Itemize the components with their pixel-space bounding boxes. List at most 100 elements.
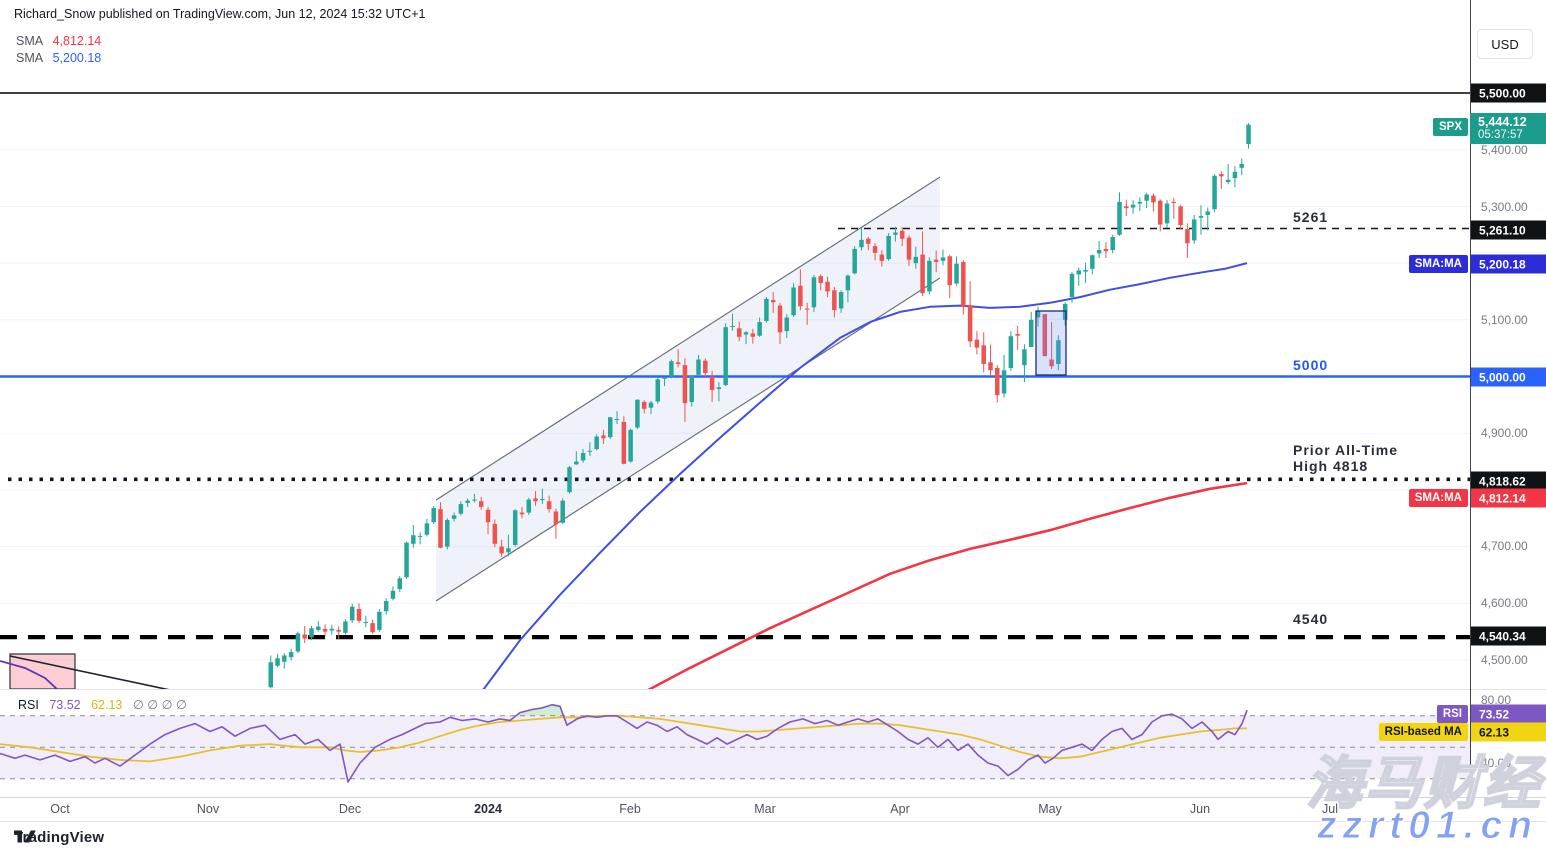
prior-channel-box (9, 653, 76, 689)
candle-body (899, 230, 905, 239)
price-label-badge: 4,540.34 (1471, 626, 1546, 646)
candle-body (1035, 310, 1041, 318)
candle-body (424, 523, 430, 535)
candle-body (967, 305, 973, 342)
sma-50-value: 5,200.18 (52, 51, 102, 65)
candle-body (906, 237, 912, 260)
candle-body (540, 498, 545, 501)
candle-body (1185, 229, 1190, 244)
candle-body (282, 655, 287, 662)
rsi-value: 73.52 (49, 698, 81, 712)
candle-body (988, 362, 993, 371)
candle-body (1056, 340, 1061, 365)
level-annotation: Prior All-Time High 4818 (1293, 442, 1399, 474)
candle-body (445, 519, 450, 547)
time-tick: May (1038, 802, 1062, 816)
candle-body (485, 509, 491, 523)
candle-body (1178, 206, 1183, 226)
candle-body (913, 256, 919, 264)
candle-body (675, 362, 681, 365)
candle-body (1110, 237, 1115, 251)
candle-body (737, 328, 742, 337)
time-tick: Jun (1189, 802, 1211, 816)
candle-body (587, 450, 593, 452)
sma-200-value: 4,812.14 (52, 34, 102, 48)
candle-body (940, 257, 946, 261)
candle-body (920, 254, 925, 294)
candle-body (397, 578, 403, 590)
candle-body (601, 435, 606, 439)
indicator-tag: SMA:MA (1408, 255, 1468, 273)
candle-body (404, 542, 409, 578)
currency-unit-button[interactable]: USD (1477, 29, 1533, 59)
candle-body (451, 515, 457, 519)
candle-body (655, 379, 661, 402)
candle-body (567, 467, 572, 493)
candle-body (1001, 370, 1007, 394)
level-annotation: 5000 (1293, 357, 1329, 373)
candle-body (1130, 204, 1136, 208)
candlestick-layer (268, 123, 1251, 689)
highlight-box (1035, 310, 1067, 376)
candle-body (580, 453, 586, 461)
candle-body (682, 365, 688, 404)
prior-trendline (9, 655, 170, 689)
candle-body (635, 399, 640, 428)
prior-ma-curve (0, 660, 59, 689)
sma-label: SMA (16, 34, 44, 48)
sma-50-legend-row[interactable]: SMA 5,200.18 (16, 50, 107, 67)
candle-body (295, 633, 301, 652)
candle-body (608, 417, 613, 438)
candle-body (492, 523, 498, 544)
candle-body (574, 461, 579, 465)
candle-body (594, 436, 599, 450)
candle-body (879, 254, 885, 261)
candle-body (458, 504, 464, 514)
time-axis[interactable]: Oct Nov Dec 2024 Feb Mar Apr May Jun Jul (0, 797, 1546, 822)
tradingview-wordmark: TradingView (14, 829, 105, 846)
candle-body (499, 546, 504, 554)
price-axis[interactable]: 5,400.00 5,300.00 5,100.00 4,900.00 4,700.00… (1470, 0, 1546, 820)
candle-body (669, 361, 674, 377)
sma-200-legend-row[interactable]: SMA 4,812.14 (16, 33, 107, 50)
time-tick: Feb (619, 802, 641, 816)
tradingview-branding[interactable]: TradingView (14, 829, 104, 846)
candle-body (852, 248, 857, 274)
candle-body (553, 511, 559, 525)
sma-50-line (482, 262, 1248, 689)
price-tick: 40.00 (1481, 756, 1512, 770)
candle-body (1205, 211, 1211, 215)
publish-header: Richard_Snow published on TradingView.co… (14, 7, 426, 21)
candle-body (1232, 171, 1238, 179)
candle-body (309, 628, 314, 638)
price-tick: 80.00 (1481, 693, 1512, 707)
rsi-legend[interactable]: RSI 73.52 62.13 ∅ ∅ ∅ ∅ (18, 697, 194, 712)
candle-body (1076, 270, 1082, 275)
candle-body (390, 590, 396, 599)
candle-body (1171, 201, 1177, 203)
time-tick: 2024 (474, 802, 502, 816)
candle-body (770, 299, 776, 303)
candle-body (465, 500, 470, 503)
candle-body (696, 359, 701, 375)
price-panel (0, 92, 1470, 689)
candle-body (1246, 124, 1251, 145)
candle-body (1212, 175, 1217, 210)
candle-body (845, 275, 851, 291)
candle-body (648, 402, 654, 408)
symbol-tag: SPX (1432, 118, 1468, 136)
candle-body (546, 501, 552, 510)
level-annotation: 5261 (1293, 209, 1329, 225)
candle-body (1219, 174, 1224, 177)
candle-body (981, 345, 986, 365)
bar-countdown: 05:37:57 (1478, 129, 1523, 141)
candle-body (947, 256, 952, 286)
indicator-legend: SMA 4,812.14 SMA 5,200.18 (16, 33, 107, 67)
price-label-badge: 73.52 (1471, 704, 1546, 724)
candle-body (377, 611, 382, 630)
candle-body (743, 332, 749, 335)
candle-body (764, 298, 769, 321)
candle-body (322, 628, 328, 632)
candle-body (974, 339, 980, 348)
